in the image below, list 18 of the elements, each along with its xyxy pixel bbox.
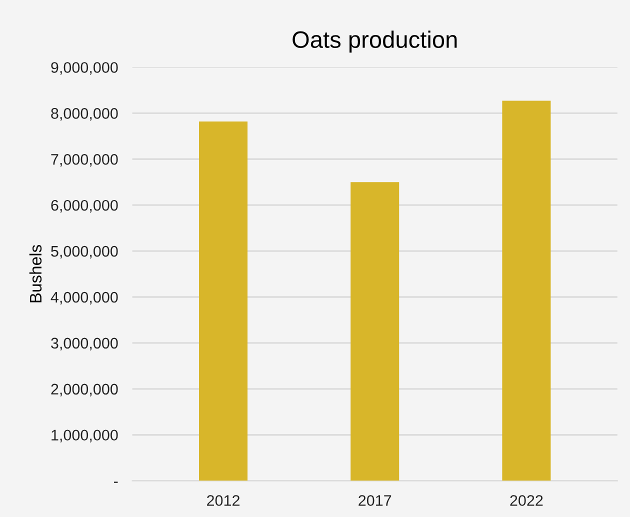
y-axis-title: Bushels <box>29 244 42 302</box>
bar <box>502 100 551 481</box>
x-tick-label: 2012 <box>207 495 240 506</box>
x-tick-label: 2017 <box>358 495 392 506</box>
y-tick-label: - <box>114 482 118 483</box>
y-tick-label: 9,000,000 <box>51 62 118 75</box>
x-tick-label: 2022 <box>510 495 543 506</box>
y-tick-label: 1,000,000 <box>52 430 118 442</box>
y-tick-label: 2,000,000 <box>51 384 118 396</box>
y-tick-label: 5,000,000 <box>51 246 118 259</box>
y-tick-label: 8,000,000 <box>51 108 118 121</box>
y-tick-label: 3,000,000 <box>51 338 118 350</box>
bar <box>350 182 400 481</box>
y-tick-label: 4,000,000 <box>50 292 118 304</box>
y-tick-label: 6,000,000 <box>51 200 118 213</box>
bar <box>199 121 248 481</box>
y-tick-label: 7,000,000 <box>51 154 118 167</box>
chart-title: Oats production <box>292 30 457 53</box>
